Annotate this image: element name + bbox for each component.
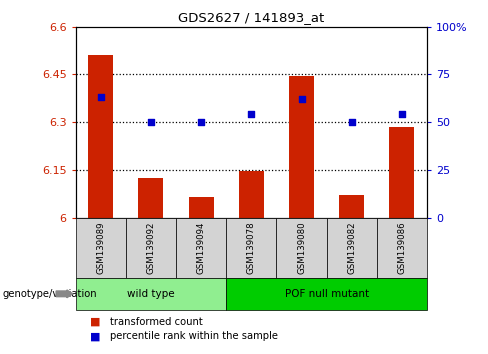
Point xyxy=(197,119,205,125)
Bar xyxy=(139,178,163,218)
Bar xyxy=(239,171,264,218)
Text: wild type: wild type xyxy=(127,289,175,299)
Point xyxy=(348,119,356,125)
Bar xyxy=(339,195,364,218)
Point xyxy=(398,112,406,117)
Title: GDS2627 / 141893_at: GDS2627 / 141893_at xyxy=(178,11,325,24)
Text: GSM139080: GSM139080 xyxy=(297,222,306,274)
Text: GSM139082: GSM139082 xyxy=(347,222,356,274)
Bar xyxy=(389,127,414,218)
Point xyxy=(147,119,155,125)
Text: percentile rank within the sample: percentile rank within the sample xyxy=(110,331,278,341)
Point xyxy=(247,112,255,117)
Text: GSM139094: GSM139094 xyxy=(197,222,205,274)
Text: GSM139092: GSM139092 xyxy=(146,222,156,274)
Text: GSM139086: GSM139086 xyxy=(397,222,407,274)
Point xyxy=(298,96,305,102)
Text: GSM139078: GSM139078 xyxy=(247,222,256,274)
Text: GSM139089: GSM139089 xyxy=(96,222,105,274)
Bar xyxy=(289,76,314,218)
Point xyxy=(97,95,104,100)
Text: POF null mutant: POF null mutant xyxy=(285,289,368,299)
Text: transformed count: transformed count xyxy=(110,317,203,327)
Bar xyxy=(88,55,113,218)
Text: genotype/variation: genotype/variation xyxy=(2,289,97,299)
Bar xyxy=(188,197,214,218)
Text: ■: ■ xyxy=(90,331,101,341)
Text: ■: ■ xyxy=(90,317,101,327)
